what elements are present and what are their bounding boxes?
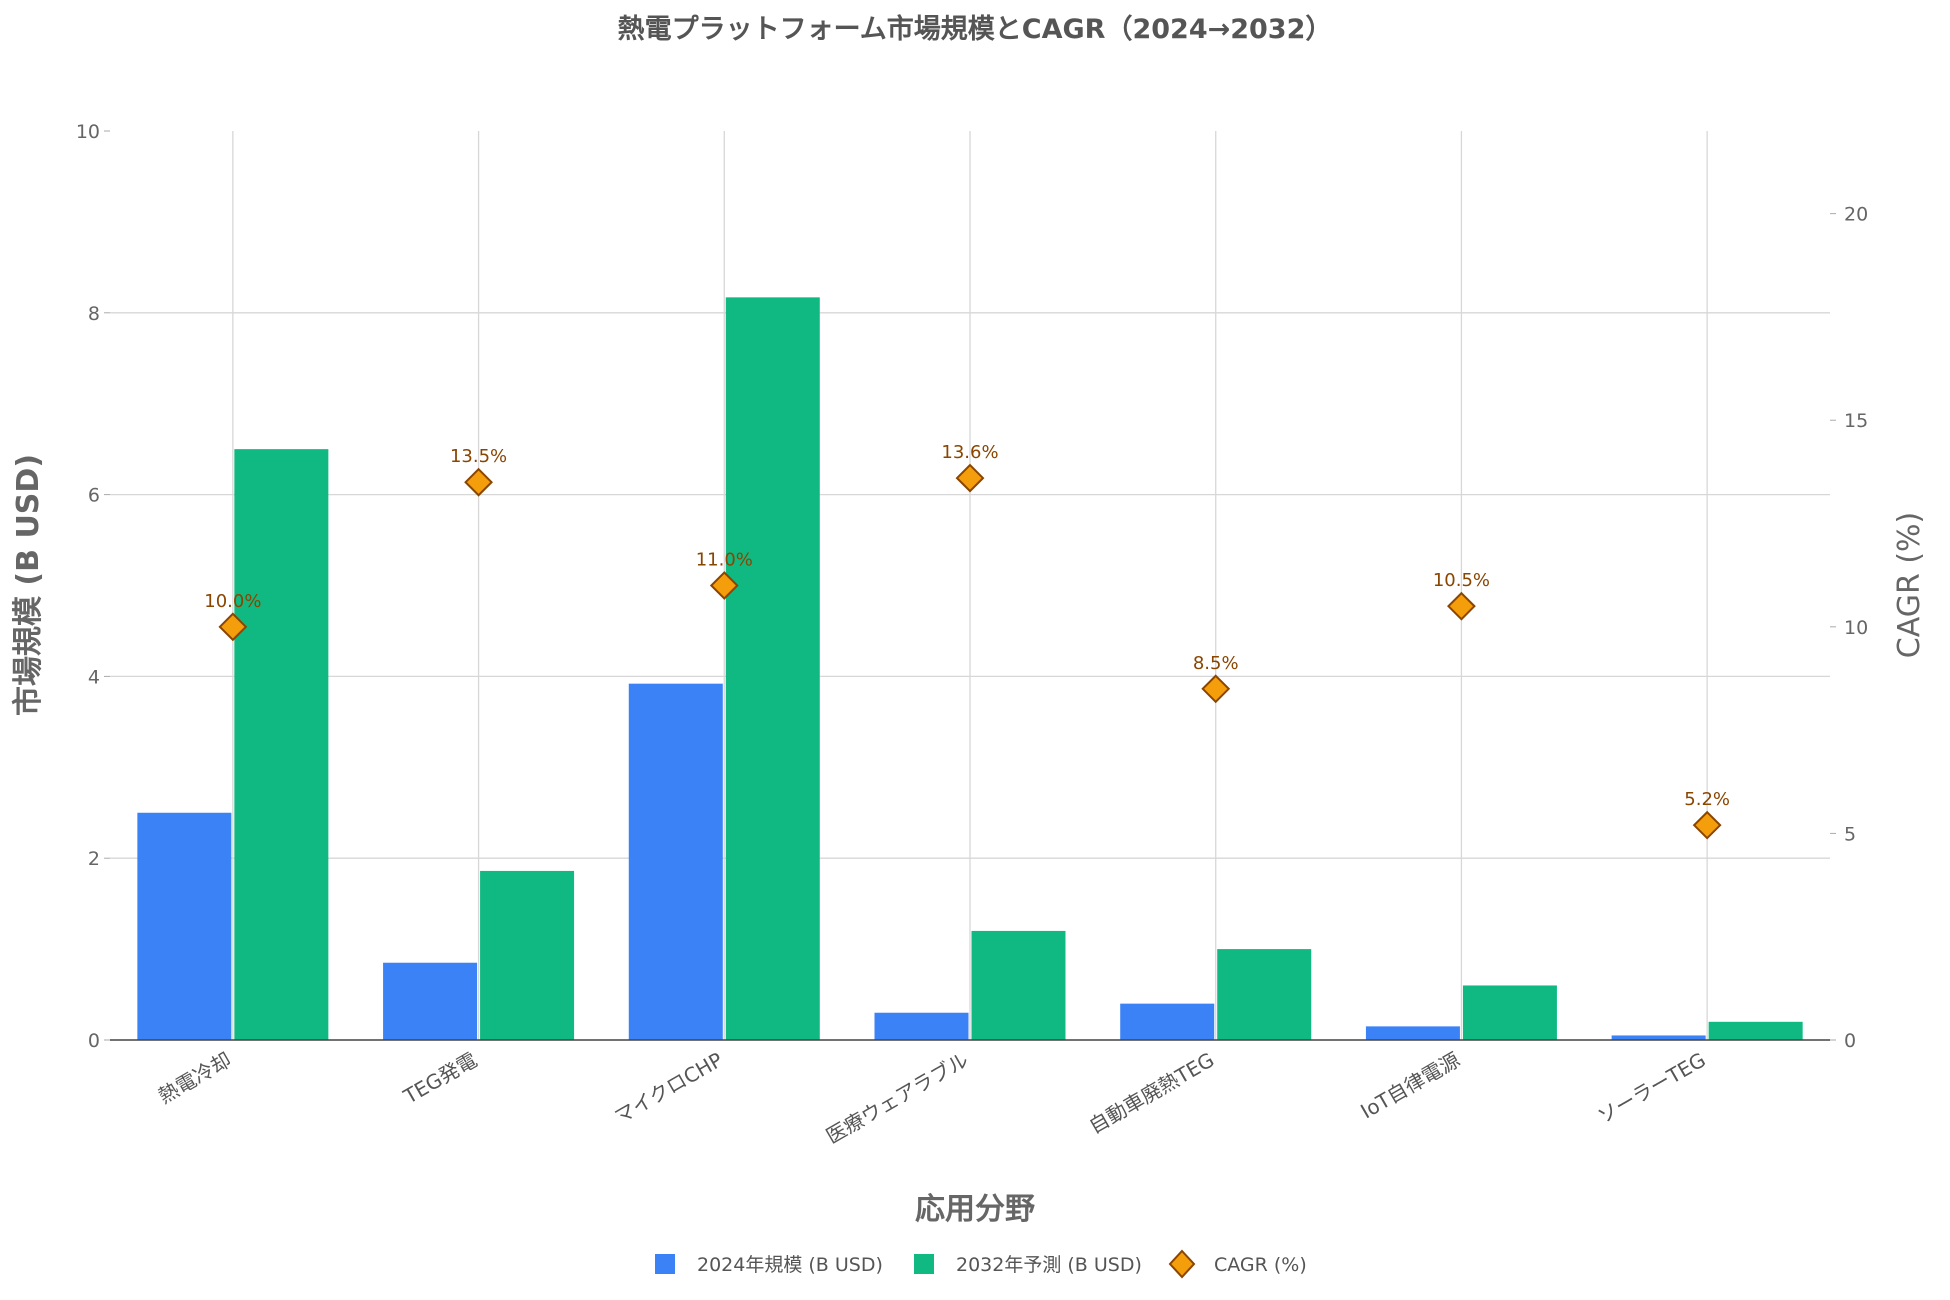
legend-swatch-2024 xyxy=(655,1254,675,1274)
bar-2032 xyxy=(480,870,575,1040)
y-axis-title: 市場規模 (B USD) xyxy=(11,454,46,716)
cagr-data-label: 13.6% xyxy=(941,442,998,463)
x-tick-label: ソーラーTEG xyxy=(1593,1048,1709,1129)
y2-tick-label: 10 xyxy=(1844,617,1868,639)
legend-label-cagr: CAGR (%) xyxy=(1214,1254,1307,1276)
cagr-marker xyxy=(955,463,985,493)
y-tick-label: 8 xyxy=(88,303,100,325)
bar-2024 xyxy=(137,812,232,1040)
bar-2024 xyxy=(874,1012,969,1040)
cagr-marker xyxy=(1692,810,1722,840)
y2-tick-label: 5 xyxy=(1844,823,1856,845)
cagr-data-label: 13.5% xyxy=(450,446,507,467)
chart-title: 熱電プラットフォーム市場規模とCAGR（2024→2032） xyxy=(618,13,1333,45)
cagr-data-label: 10.5% xyxy=(1433,570,1490,591)
x-axis-title: 応用分野 xyxy=(915,1192,1035,1227)
cagr-data-label: 11.0% xyxy=(696,550,753,571)
bar-2032 xyxy=(1708,1021,1803,1040)
bar-2032 xyxy=(971,930,1066,1040)
y-tick-label: 4 xyxy=(88,666,100,688)
cagr-data-label: 5.2% xyxy=(1684,789,1730,810)
legend-label-2024: 2024年規模 (B USD) xyxy=(697,1254,883,1276)
cagr-marker xyxy=(1201,674,1231,704)
y-tick-label: 6 xyxy=(88,485,100,507)
x-tick-label: マイクロCHP xyxy=(610,1048,727,1129)
y2-axis-title: CAGR (%) xyxy=(1892,512,1927,658)
cagr-data-label: 10.0% xyxy=(204,591,261,612)
cagr-marker xyxy=(1447,591,1476,621)
y2-tick-label: 0 xyxy=(1844,1030,1856,1052)
y-tick-label: 0 xyxy=(88,1030,100,1052)
y2-tick-label: 20 xyxy=(1844,204,1868,226)
bars-layer xyxy=(137,297,1803,1040)
x-tick-label: TEG発電 xyxy=(399,1048,481,1109)
x-tick-label: 医療ウェアラブル xyxy=(822,1048,973,1149)
bar-2024 xyxy=(1365,1026,1460,1040)
bar-2024 xyxy=(1611,1035,1706,1040)
bar-2024 xyxy=(1120,1003,1215,1040)
x-tick-label: 自動車廃熱TEG xyxy=(1085,1048,1219,1139)
bar-2024 xyxy=(628,683,723,1040)
x-tick-label: 熱電冷却 xyxy=(154,1048,235,1109)
y-tick-label: 2 xyxy=(88,848,100,870)
bar-2032 xyxy=(1462,985,1557,1040)
legend: 2024年規模 (B USD) 2032年予測 (B USD) CAGR (%) xyxy=(655,1249,1307,1279)
cagr-marker xyxy=(709,571,739,600)
legend-marker-cagr xyxy=(1168,1249,1196,1279)
grid-layer xyxy=(110,131,1830,1040)
cagr-data-label: 8.5% xyxy=(1193,653,1239,674)
y2-tick-label: 15 xyxy=(1844,410,1868,432)
cagr-marker xyxy=(464,467,493,497)
y-tick-label: 10 xyxy=(76,121,100,143)
x-tick-label: IoT自律電源 xyxy=(1356,1048,1464,1124)
bar-2032 xyxy=(234,449,329,1040)
bar-2032 xyxy=(725,297,820,1040)
markers-layer: 10.0% 13.5% 11.0% 13.6% 8.5% 10.5% 5.2% xyxy=(204,442,1730,840)
legend-label-2032: 2032年予測 (B USD) xyxy=(956,1254,1142,1276)
bar-2024 xyxy=(383,962,478,1040)
bar-2032 xyxy=(1217,949,1312,1040)
legend-swatch-2032 xyxy=(914,1254,934,1274)
cagr-marker xyxy=(218,612,248,642)
